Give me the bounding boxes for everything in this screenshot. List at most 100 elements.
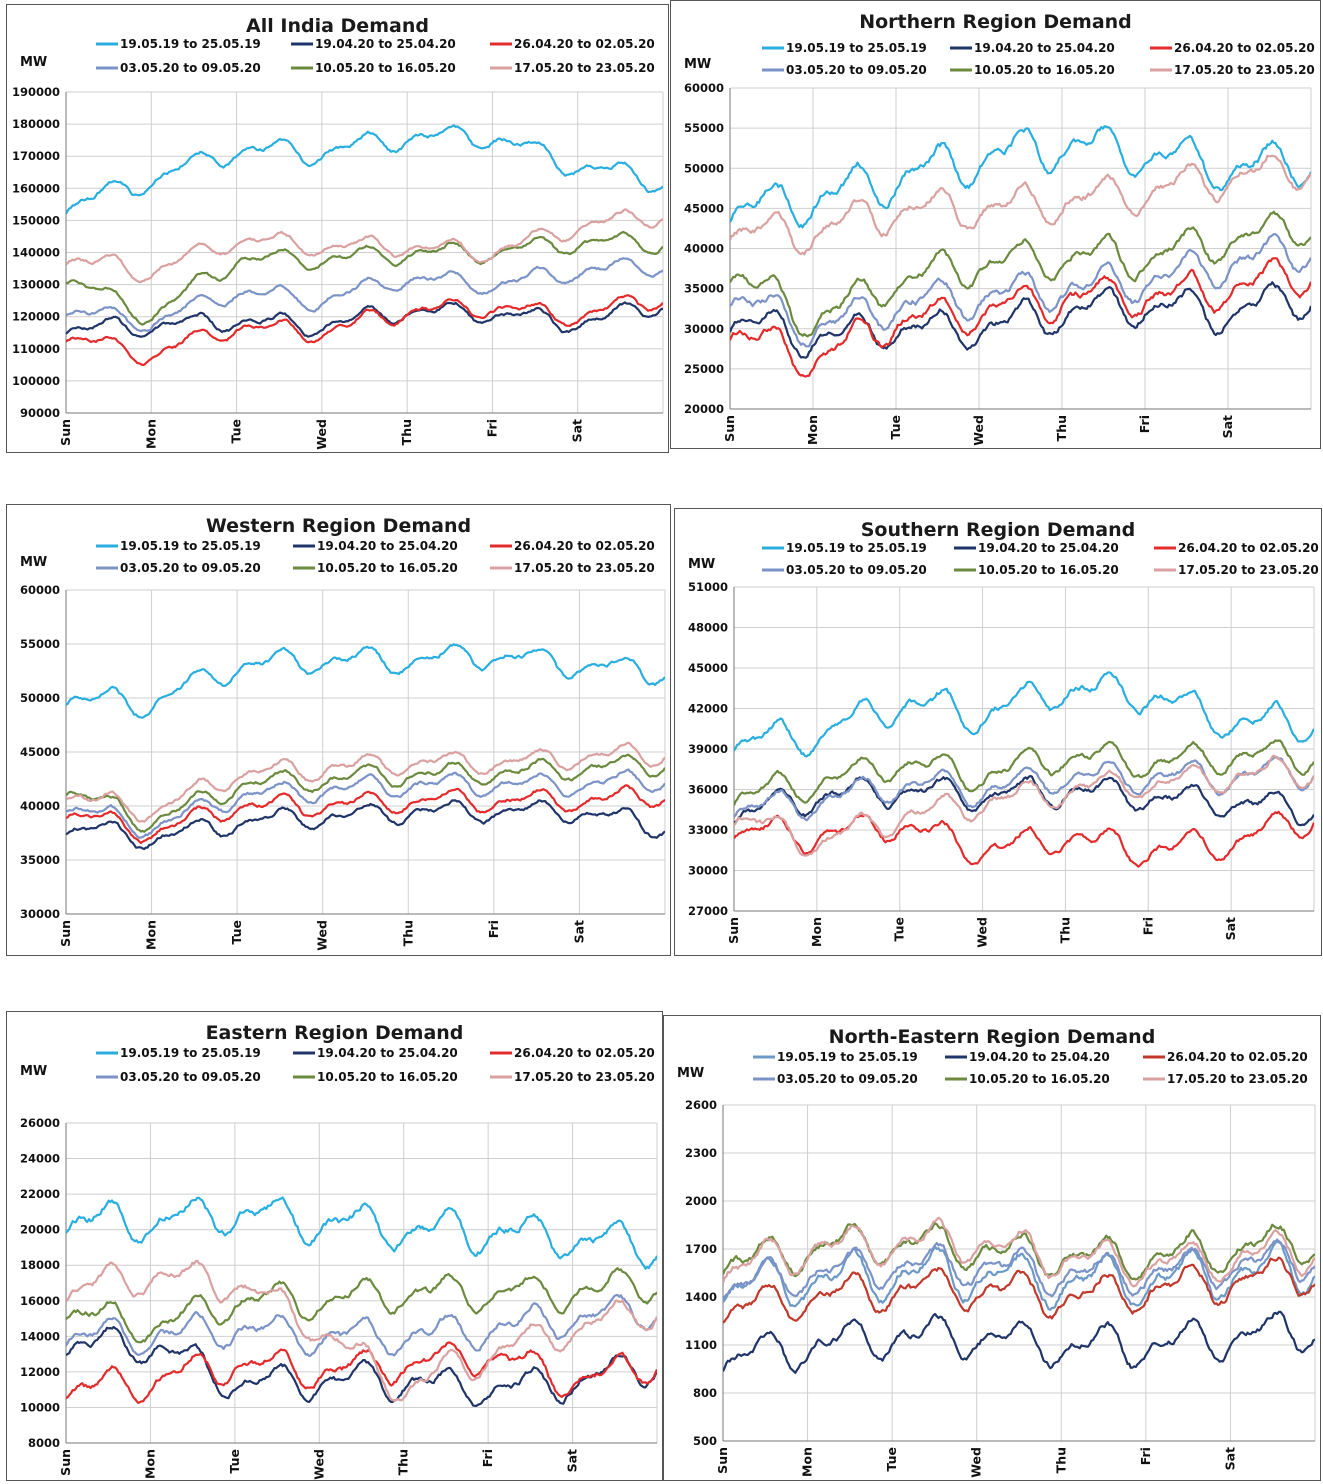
legend-entry-19-04-20-to-25-04-20: 19.04.20 to 25.04.20 bbox=[969, 1050, 1110, 1064]
series-line-19-05-19-to-25-05-19 bbox=[66, 643, 665, 719]
y-axis-unit: MW bbox=[20, 555, 47, 570]
x-tick-wed: Wed bbox=[315, 920, 330, 951]
y-tick-label: 18000 bbox=[20, 1258, 60, 1272]
x-tick-tue: Tue bbox=[888, 415, 903, 440]
y-tick-label: 50000 bbox=[20, 691, 60, 705]
x-tick-mon: Mon bbox=[800, 1447, 815, 1477]
x-tick-thu: Thu bbox=[396, 1449, 411, 1475]
series-line-26-04-20-to-02-05-20 bbox=[66, 294, 663, 366]
legend-entry-10-05-20-to-16-05-20: 10.05.20 to 16.05.20 bbox=[317, 561, 458, 575]
legend-entry-19-05-19-to-25-05-19: 19.05.19 to 25.05.19 bbox=[777, 1050, 918, 1064]
y-tick-label: 130000 bbox=[12, 278, 60, 292]
chart-frame bbox=[6, 504, 671, 956]
chart-title: Western Region Demand bbox=[206, 515, 471, 537]
series-line-19-05-19-to-25-05-19 bbox=[734, 671, 1314, 758]
x-tick-mon: Mon bbox=[809, 917, 824, 947]
legend-entry-19-05-19-to-25-05-19: 19.05.19 to 25.05.19 bbox=[786, 41, 927, 55]
series-line-10-05-20-to-16-05-20 bbox=[734, 739, 1314, 806]
x-tick-mon: Mon bbox=[805, 415, 820, 445]
x-tick-thu: Thu bbox=[1057, 917, 1072, 943]
legend-entry-26-04-20-to-02-05-20: 26.04.20 to 02.05.20 bbox=[514, 539, 655, 553]
chart-title: Northern Region Demand bbox=[859, 11, 1132, 33]
legend-entry-17-05-20-to-23-05-20: 17.05.20 to 23.05.20 bbox=[1167, 1072, 1308, 1086]
y-tick-label: 39000 bbox=[688, 742, 728, 756]
y-tick-label: 30000 bbox=[20, 907, 60, 921]
series-line-19-05-19-to-25-05-19 bbox=[66, 1196, 657, 1270]
legend-entry-19-04-20-to-25-04-20: 19.04.20 to 25.04.20 bbox=[317, 539, 458, 553]
y-tick-label: 27000 bbox=[688, 904, 728, 918]
x-tick-wed: Wed bbox=[971, 415, 986, 446]
x-tick-fri: Fri bbox=[1137, 415, 1152, 433]
series-line-26-04-20-to-02-05-20 bbox=[723, 1256, 1315, 1324]
y-tick-label: 170000 bbox=[12, 149, 60, 163]
y-tick-label: 35000 bbox=[20, 853, 60, 867]
legend-entry-03-05-20-to-09-05-20: 03.05.20 to 09.05.20 bbox=[120, 1070, 261, 1084]
series-line-10-05-20-to-16-05-20 bbox=[723, 1222, 1315, 1281]
legend-entry-19-05-19-to-25-05-19: 19.05.19 to 25.05.19 bbox=[786, 541, 927, 555]
chart-svg: North-Eastern Region Demand MW 19.05.19 to… bbox=[663, 1015, 1321, 1481]
legend-entry-19-04-20-to-25-04-20: 19.04.20 to 25.04.20 bbox=[978, 541, 1119, 555]
y-tick-label: 25000 bbox=[684, 362, 724, 376]
y-tick-label: 50000 bbox=[684, 161, 724, 175]
y-axis-unit: MW bbox=[684, 57, 711, 72]
y-tick-label: 60000 bbox=[20, 583, 60, 597]
legend-entry-10-05-20-to-16-05-20: 10.05.20 to 16.05.20 bbox=[315, 61, 456, 75]
x-tick-sun: Sun bbox=[58, 920, 73, 947]
chart-title: Eastern Region Demand bbox=[206, 1022, 464, 1044]
y-tick-label: 20000 bbox=[20, 1223, 60, 1237]
series-line-10-05-20-to-16-05-20 bbox=[66, 753, 665, 833]
series-line-03-05-20-to-09-05-20 bbox=[66, 257, 663, 333]
series-line-03-05-20-to-09-05-20 bbox=[723, 1238, 1315, 1302]
y-tick-label: 2600 bbox=[685, 1098, 717, 1112]
y-tick-label: 35000 bbox=[684, 282, 724, 296]
y-tick-label: 48000 bbox=[688, 621, 728, 635]
chart-eastern-region: Eastern Region Demand MW 19.05.19 to 25.05… bbox=[6, 1011, 663, 1481]
y-tick-label: 90000 bbox=[20, 406, 60, 420]
y-tick-label: 2300 bbox=[685, 1146, 717, 1160]
series-line-10-05-20-to-16-05-20 bbox=[730, 210, 1311, 338]
series-line-03-05-20-to-09-05-20 bbox=[734, 756, 1314, 822]
legend-entry-17-05-20-to-23-05-20: 17.05.20 to 23.05.20 bbox=[1174, 63, 1315, 77]
legend-entry-19-05-19-to-25-05-19: 19.05.19 to 25.05.19 bbox=[120, 37, 261, 51]
x-tick-wed: Wed bbox=[969, 1447, 984, 1478]
x-tick-tue: Tue bbox=[892, 917, 907, 942]
y-tick-label: 110000 bbox=[12, 342, 60, 356]
series-line-17-05-20-to-23-05-20 bbox=[734, 754, 1314, 857]
x-tick-tue: Tue bbox=[229, 419, 244, 444]
x-tick-sat: Sat bbox=[1220, 415, 1235, 438]
chart-northern-region: Northern Region Demand MW 19.05.19 to 25.0… bbox=[670, 0, 1321, 449]
y-tick-label: 500 bbox=[693, 1434, 717, 1448]
y-tick-label: 1400 bbox=[685, 1290, 717, 1304]
x-tick-sat: Sat bbox=[565, 1449, 580, 1472]
x-tick-wed: Wed bbox=[311, 1449, 326, 1480]
y-tick-label: 30000 bbox=[684, 322, 724, 336]
y-axis-unit: MW bbox=[688, 557, 715, 572]
series-line-26-04-20-to-02-05-20 bbox=[730, 257, 1311, 378]
series-line-19-05-19-to-25-05-19 bbox=[730, 125, 1311, 229]
x-tick-tue: Tue bbox=[884, 1447, 899, 1472]
y-tick-label: 160000 bbox=[12, 181, 60, 195]
x-tick-fri: Fri bbox=[480, 1449, 495, 1467]
chart-all-india: All India Demand MW 19.05.19 to 25.05.19 19… bbox=[6, 4, 669, 453]
series-line-19-04-20-to-25-04-20 bbox=[730, 281, 1311, 359]
x-tick-sat: Sat bbox=[570, 419, 585, 442]
y-tick-label: 24000 bbox=[20, 1152, 60, 1166]
y-tick-label: 45000 bbox=[688, 661, 728, 675]
x-tick-fri: Fri bbox=[1138, 1447, 1153, 1465]
series-line-26-04-20-to-02-05-20 bbox=[66, 784, 665, 845]
series-line-19-05-19-to-25-05-19 bbox=[66, 124, 663, 215]
chart-svg: Southern Region Demand MW 19.05.19 to 25.0… bbox=[674, 508, 1322, 956]
y-tick-label: 51000 bbox=[688, 580, 728, 594]
chart-title: All India Demand bbox=[246, 15, 429, 37]
y-tick-label: 60000 bbox=[684, 81, 724, 95]
y-axis-unit: MW bbox=[677, 1066, 704, 1081]
legend-entry-19-04-20-to-25-04-20: 19.04.20 to 25.04.20 bbox=[317, 1046, 458, 1060]
legend-entry-03-05-20-to-09-05-20: 03.05.20 to 09.05.20 bbox=[786, 563, 927, 577]
legend-entry-10-05-20-to-16-05-20: 10.05.20 to 16.05.20 bbox=[978, 563, 1119, 577]
series-line-03-05-20-to-09-05-20 bbox=[66, 1293, 657, 1357]
legend-entry-03-05-20-to-09-05-20: 03.05.20 to 09.05.20 bbox=[120, 61, 261, 75]
y-tick-label: 140000 bbox=[12, 246, 60, 260]
series-line-10-05-20-to-16-05-20 bbox=[66, 230, 663, 326]
series-line-19-05-19-to-25-05-19 bbox=[723, 1240, 1315, 1311]
y-tick-label: 30000 bbox=[688, 864, 728, 878]
